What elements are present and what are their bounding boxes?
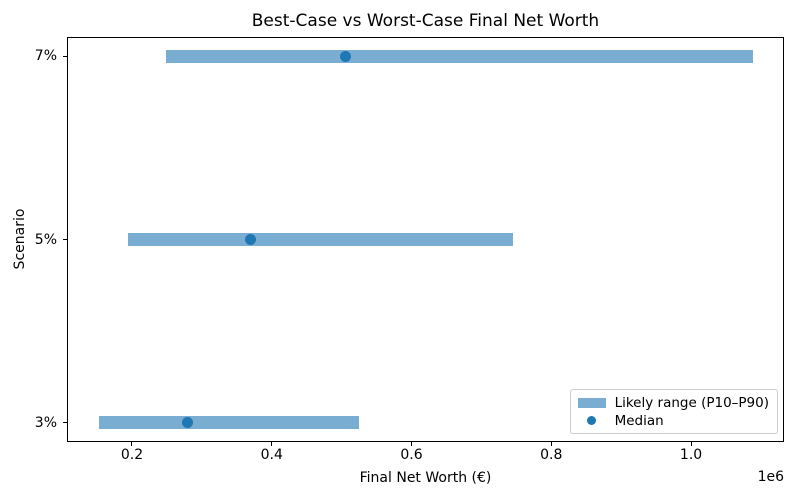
x-tick-label: 1.0 — [679, 447, 703, 463]
x-tick-label: 0.4 — [260, 447, 283, 463]
likely-range-bar — [165, 49, 753, 63]
likely-range-bar — [99, 416, 360, 430]
legend-range-patch-icon — [577, 397, 606, 408]
legend-median-dot-icon — [578, 416, 606, 425]
y-tick-mark — [63, 55, 67, 57]
x-tick-mark — [131, 442, 133, 446]
legend-entry-label: Likely range (P10–P90) — [614, 394, 769, 411]
y-tick-label: 5% — [34, 231, 57, 248]
y-tick-label: 7% — [34, 48, 57, 65]
x-tick-mark — [271, 442, 273, 446]
x-tick-label: 0.2 — [120, 447, 144, 463]
median-dot — [181, 417, 193, 429]
likely-range-bar — [127, 233, 513, 246]
median-dot — [339, 50, 351, 62]
legend-entry-label: Median — [614, 412, 664, 429]
x-tick-mark — [411, 442, 413, 446]
y-tick-label: 3% — [34, 414, 57, 431]
y-tick-mark — [63, 422, 67, 424]
chart-title: Best-Case vs Worst-Case Final Net Worth — [251, 11, 600, 31]
x-tick-mark — [690, 442, 692, 446]
x-axis-label: Final Net Worth (€) — [359, 470, 492, 486]
legend-entry: Median — [578, 412, 769, 429]
x-tick-label: 0.6 — [400, 447, 423, 463]
median-dot — [244, 234, 256, 245]
legend: Likely range (P10–P90) Median — [569, 389, 778, 434]
x-tick-mark — [550, 442, 552, 446]
x-axis-offset-text: 1e6 — [757, 469, 784, 485]
x-tick-label: 0.8 — [540, 447, 563, 463]
y-tick-mark — [63, 239, 67, 240]
legend-entry: Likely range (P10–P90) — [577, 394, 769, 411]
